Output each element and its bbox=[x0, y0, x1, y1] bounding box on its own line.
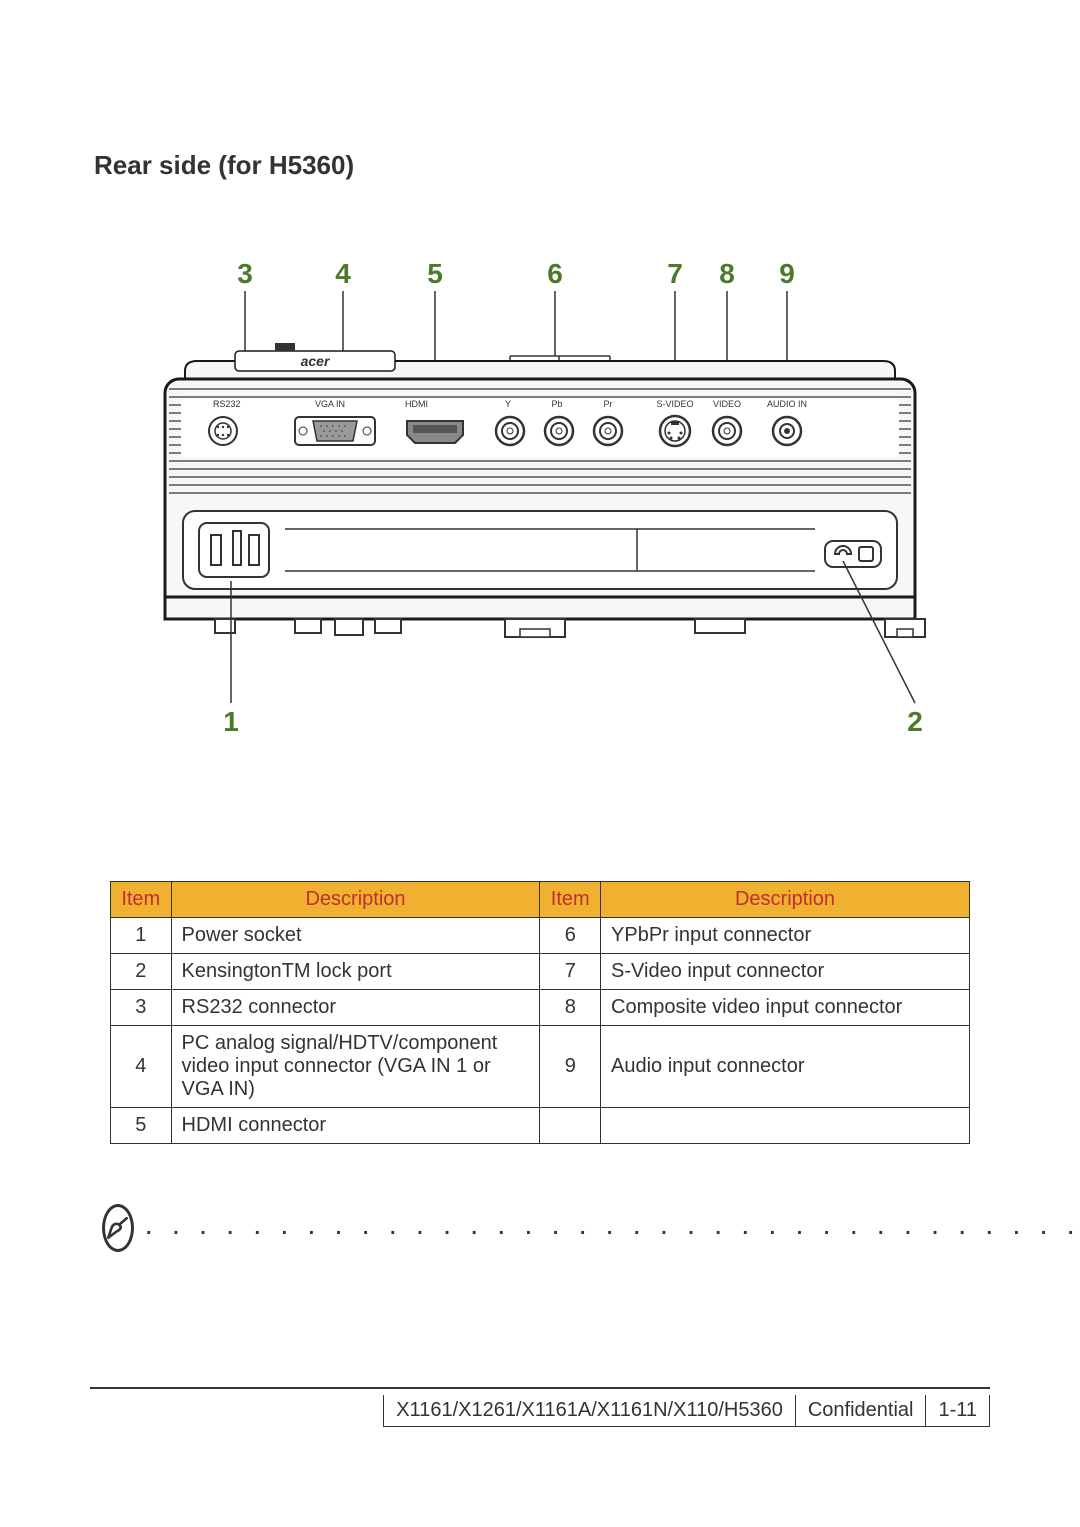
svg-text:Pr: Pr bbox=[604, 399, 613, 409]
projector-body: acer bbox=[165, 343, 925, 637]
svg-text:Y: Y bbox=[505, 399, 511, 409]
svg-text:HDMI: HDMI bbox=[405, 399, 428, 409]
footer-boxes: X1161/X1261/X1161A/X1161N/X110/H5360 Con… bbox=[90, 1395, 990, 1427]
header-item-2: Item bbox=[540, 882, 601, 918]
svg-text:RS232: RS232 bbox=[213, 399, 241, 409]
callout-3: 3 bbox=[237, 258, 253, 289]
svg-text:AUDIO IN: AUDIO IN bbox=[767, 399, 807, 409]
table-row: 5 HDMI connector bbox=[111, 1108, 970, 1144]
svg-text:Pb: Pb bbox=[551, 399, 562, 409]
svg-text:VIDEO: VIDEO bbox=[713, 399, 741, 409]
callout-6: 6 bbox=[547, 258, 563, 289]
callout-7: 7 bbox=[667, 258, 683, 289]
page: Rear side (for H5360) 3 4 5 6 7 8 9 bbox=[0, 0, 1080, 1527]
table-header-row: Item Description Item Description bbox=[111, 882, 970, 918]
footer-model: X1161/X1261/X1161A/X1161N/X110/H5360 bbox=[383, 1395, 796, 1427]
header-desc-1: Description bbox=[171, 882, 540, 918]
callout-8: 8 bbox=[719, 258, 735, 289]
callout-5: 5 bbox=[427, 258, 443, 289]
note-dots: . . . . . . . . . . . . . . . . . . . . … bbox=[146, 1217, 1080, 1240]
callout-9: 9 bbox=[779, 258, 795, 289]
diagram-area: 3 4 5 6 7 8 9 bbox=[90, 251, 990, 751]
footer-rule bbox=[90, 1387, 990, 1389]
header-desc-2: Description bbox=[601, 882, 970, 918]
rear-panel-diagram: 3 4 5 6 7 8 9 bbox=[125, 251, 955, 751]
footer-confidential: Confidential bbox=[796, 1395, 927, 1427]
header-item-1: Item bbox=[111, 882, 172, 918]
rca-ports bbox=[496, 417, 622, 445]
description-table-wrap: Item Description Item Description 1 Powe… bbox=[90, 881, 990, 1144]
footer-page: 1-11 bbox=[926, 1395, 990, 1427]
callout-4: 4 bbox=[335, 258, 351, 289]
description-table: Item Description Item Description 1 Powe… bbox=[110, 881, 970, 1144]
table-row: 1 Power socket 6 YPbPr input connector bbox=[111, 918, 970, 954]
table-row: 4 PC analog signal/HDTV/component video … bbox=[111, 1026, 970, 1108]
pen-note-icon bbox=[102, 1204, 134, 1252]
table-row: 3 RS232 connector 8 Composite video inpu… bbox=[111, 990, 970, 1026]
svg-text:VGA IN: VGA IN bbox=[315, 399, 345, 409]
note-row: . . . . . . . . . . . . . . . . . . . . … bbox=[102, 1204, 990, 1252]
logo-text: acer bbox=[301, 353, 331, 369]
footer: X1161/X1261/X1161A/X1161N/X110/H5360 Con… bbox=[90, 1387, 990, 1427]
callout-2: 2 bbox=[907, 706, 923, 737]
svg-text:S-VIDEO: S-VIDEO bbox=[656, 399, 693, 409]
table-row: 2 KensingtonTM lock port 7 S-Video input… bbox=[111, 954, 970, 990]
callout-1: 1 bbox=[223, 706, 239, 737]
top-callouts: 3 4 5 6 7 8 9 bbox=[237, 258, 795, 289]
section-title: Rear side (for H5360) bbox=[94, 150, 990, 181]
